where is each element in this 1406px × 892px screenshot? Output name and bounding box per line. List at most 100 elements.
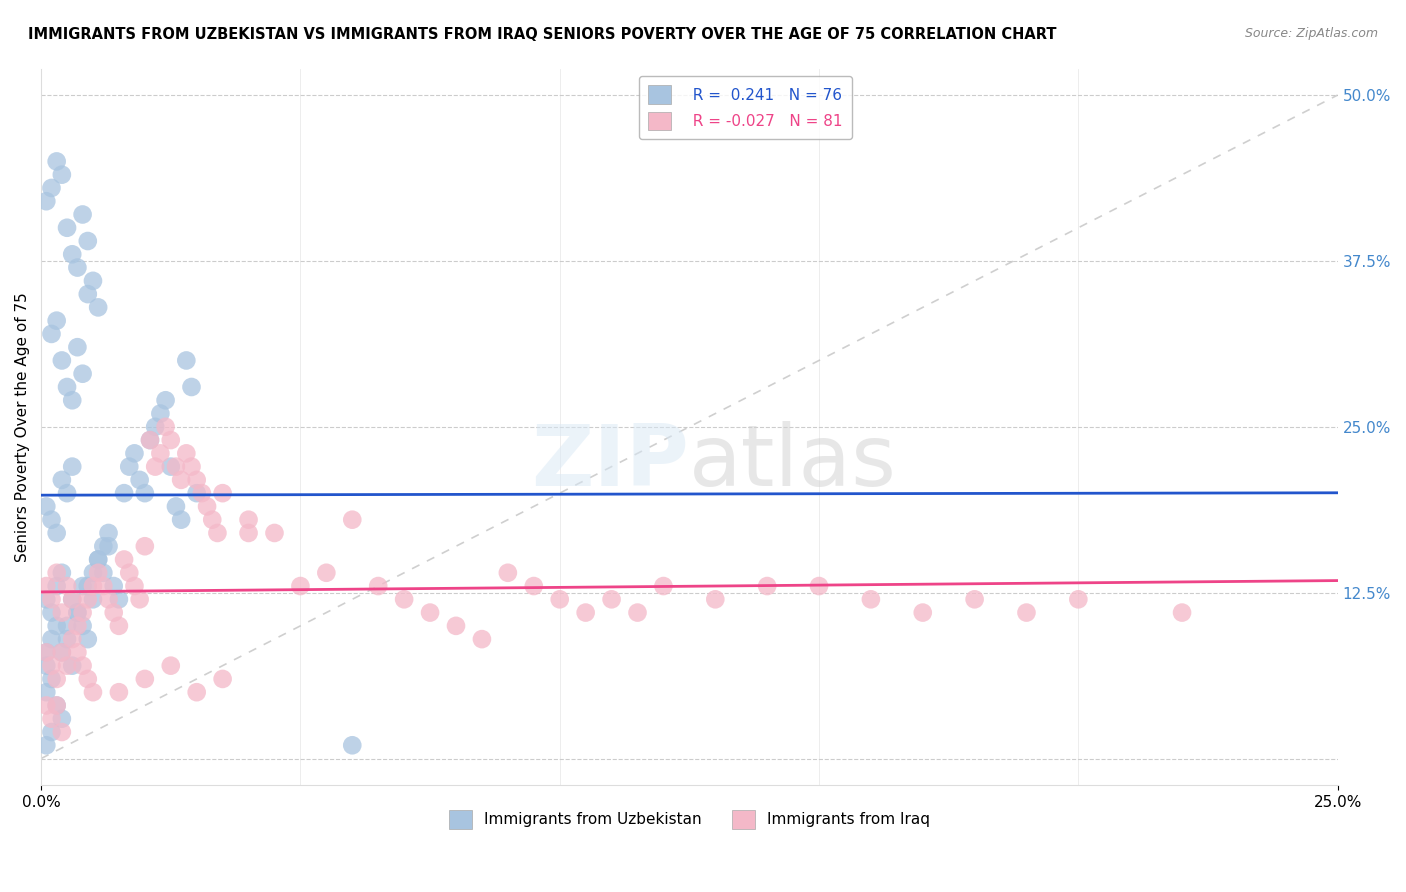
Point bbox=[124, 579, 146, 593]
Point bbox=[60, 393, 83, 408]
Point bbox=[342, 739, 364, 753]
Point bbox=[108, 592, 131, 607]
Y-axis label: Seniors Poverty Over the Age of 75: Seniors Poverty Over the Age of 75 bbox=[15, 292, 30, 562]
Point bbox=[76, 234, 98, 248]
Text: Source: ZipAtlas.com: Source: ZipAtlas.com bbox=[1244, 27, 1378, 40]
Point bbox=[87, 301, 110, 315]
Point bbox=[103, 579, 125, 593]
Point bbox=[238, 513, 260, 527]
Point bbox=[35, 698, 58, 713]
Point bbox=[35, 194, 58, 209]
Point bbox=[97, 525, 120, 540]
Point bbox=[51, 168, 73, 182]
Point bbox=[72, 579, 94, 593]
Point bbox=[93, 579, 115, 593]
Point bbox=[45, 672, 67, 686]
Point bbox=[60, 592, 83, 607]
Point bbox=[186, 473, 208, 487]
Point bbox=[72, 658, 94, 673]
Point bbox=[87, 552, 110, 566]
Point bbox=[82, 579, 104, 593]
Point bbox=[76, 579, 98, 593]
Point bbox=[159, 658, 181, 673]
Point bbox=[118, 459, 141, 474]
Point bbox=[56, 658, 79, 673]
Point bbox=[155, 393, 177, 408]
Point bbox=[41, 326, 63, 341]
Point bbox=[56, 632, 79, 647]
Text: atlas: atlas bbox=[689, 421, 897, 504]
Point bbox=[66, 606, 89, 620]
Point bbox=[1171, 606, 1194, 620]
Point bbox=[165, 500, 187, 514]
Point bbox=[41, 672, 63, 686]
Point bbox=[51, 606, 73, 620]
Point bbox=[170, 473, 193, 487]
Legend: Immigrants from Uzbekistan, Immigrants from Iraq: Immigrants from Uzbekistan, Immigrants f… bbox=[443, 804, 936, 835]
Point bbox=[60, 658, 83, 673]
Point bbox=[45, 698, 67, 713]
Point bbox=[41, 725, 63, 739]
Point bbox=[263, 525, 285, 540]
Point bbox=[756, 579, 779, 593]
Point bbox=[35, 645, 58, 659]
Point bbox=[238, 525, 260, 540]
Point bbox=[392, 592, 415, 607]
Point bbox=[155, 419, 177, 434]
Point bbox=[51, 353, 73, 368]
Point bbox=[134, 539, 156, 553]
Point bbox=[963, 592, 986, 607]
Point bbox=[51, 473, 73, 487]
Point bbox=[159, 459, 181, 474]
Point bbox=[176, 446, 198, 460]
Point bbox=[41, 513, 63, 527]
Point bbox=[859, 592, 882, 607]
Point bbox=[51, 645, 73, 659]
Point bbox=[134, 672, 156, 686]
Point bbox=[523, 579, 546, 593]
Point bbox=[56, 380, 79, 394]
Point bbox=[118, 566, 141, 580]
Point bbox=[103, 606, 125, 620]
Point bbox=[191, 486, 214, 500]
Text: IMMIGRANTS FROM UZBEKISTAN VS IMMIGRANTS FROM IRAQ SENIORS POVERTY OVER THE AGE : IMMIGRANTS FROM UZBEKISTAN VS IMMIGRANTS… bbox=[28, 27, 1057, 42]
Point bbox=[56, 486, 79, 500]
Point bbox=[45, 313, 67, 327]
Point bbox=[60, 632, 83, 647]
Point bbox=[176, 353, 198, 368]
Point bbox=[76, 592, 98, 607]
Point bbox=[66, 619, 89, 633]
Point bbox=[56, 619, 79, 633]
Point bbox=[41, 606, 63, 620]
Point bbox=[139, 433, 162, 447]
Point bbox=[93, 539, 115, 553]
Point bbox=[41, 632, 63, 647]
Point bbox=[60, 592, 83, 607]
Point bbox=[195, 500, 218, 514]
Point bbox=[66, 260, 89, 275]
Point bbox=[201, 513, 224, 527]
Point bbox=[128, 473, 150, 487]
Point bbox=[108, 619, 131, 633]
Point bbox=[72, 619, 94, 633]
Point bbox=[35, 579, 58, 593]
Point bbox=[704, 592, 727, 607]
Point bbox=[207, 525, 229, 540]
Point bbox=[97, 592, 120, 607]
Point bbox=[315, 566, 337, 580]
Point bbox=[45, 698, 67, 713]
Point bbox=[496, 566, 519, 580]
Point bbox=[45, 579, 67, 593]
Point bbox=[159, 433, 181, 447]
Point bbox=[82, 685, 104, 699]
Point bbox=[35, 592, 58, 607]
Point bbox=[66, 606, 89, 620]
Point bbox=[548, 592, 571, 607]
Text: ZIP: ZIP bbox=[531, 421, 689, 504]
Point bbox=[139, 433, 162, 447]
Point bbox=[93, 566, 115, 580]
Point bbox=[186, 685, 208, 699]
Point bbox=[108, 685, 131, 699]
Point bbox=[72, 606, 94, 620]
Point bbox=[367, 579, 389, 593]
